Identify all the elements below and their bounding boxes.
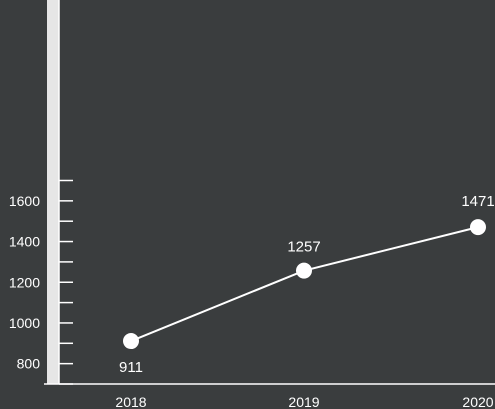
data-point [296, 262, 312, 279]
y-axis-band [47, 0, 59, 384]
data-label: 911 [119, 359, 143, 376]
y-tick-label: 1000 [9, 315, 40, 331]
y-tick-label: 1200 [9, 274, 40, 290]
data-point [123, 333, 139, 350]
x-axis-ticks: 2018 2019 2020 [115, 394, 493, 409]
x-tick-label: 2018 [115, 394, 146, 409]
data-label: 1257 [287, 239, 320, 256]
series-line-group [123, 219, 486, 350]
x-tick-label: 2020 [462, 394, 493, 409]
y-tick-label: 1600 [9, 193, 40, 209]
y-tick-label: 800 [17, 356, 41, 372]
data-label: 1471 [461, 193, 494, 210]
y-tick-label: 1400 [9, 234, 40, 250]
data-point [470, 219, 486, 236]
x-tick-label: 2019 [288, 394, 319, 409]
data-labels: 911 1257 1471 [119, 193, 495, 376]
y-axis-ticks: 800 1000 1200 1400 1600 [9, 179, 73, 385]
